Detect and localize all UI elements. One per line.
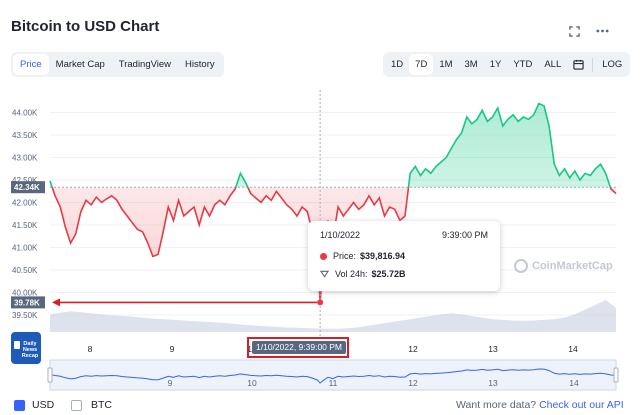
reference-price-tag (11, 181, 45, 194)
navigator-line (49, 368, 617, 384)
navigator-tick-label: 9 (168, 378, 173, 388)
price-line-above (49, 102, 612, 188)
tab-price[interactable]: Price (13, 54, 49, 75)
y-tick-label: 40.50K (12, 266, 38, 275)
navigator-tick-label: 10 (247, 378, 257, 388)
range-1y-button[interactable]: 1Y (489, 59, 502, 70)
hover-date-label: 1/10/2022, 9:39:00 PM (252, 341, 347, 354)
range-7d-button[interactable]: 7D (409, 54, 434, 75)
more-icon[interactable] (596, 29, 609, 33)
time-range-bar: 1D 7D 1M 3M 1Y YTD ALL LOG (383, 52, 631, 77)
y-tick-label: 43.50K (12, 131, 38, 140)
calendar-icon[interactable] (567, 56, 589, 74)
news-icon (14, 341, 20, 349)
tab-history[interactable]: History (185, 59, 215, 70)
y-axis-ticks: 44.00K 43.50K 43.00K 42.50K 42.00K 41.50K 41.0… (11, 109, 616, 320)
range-1m-button[interactable]: 1M (439, 59, 453, 70)
chart-tab-bar: Price Market Cap TradingView History (11, 52, 224, 77)
hover-date-highlight (247, 337, 349, 358)
y-tick-label: 42.50K (12, 176, 38, 185)
tooltip-vol-value: $25.72B (371, 269, 406, 279)
navigator-tick-label: 12 (408, 378, 418, 388)
x-tick-label: 12 (408, 344, 418, 354)
y-tick-label: 43.00K (12, 154, 38, 163)
btc-checkbox[interactable] (71, 400, 82, 411)
navigator-tick-label: 11 (329, 378, 338, 388)
expand-icon[interactable] (569, 26, 580, 37)
range-1d-button[interactable]: 1D (391, 59, 404, 70)
news-badge-line2: News (22, 347, 38, 353)
price-area-above (50, 103, 611, 188)
x-tick-label: 13 (488, 344, 498, 354)
y-tick-label: 42.00K (12, 199, 38, 208)
tooltip-vol-label: Vol 24h: (335, 269, 368, 279)
api-link[interactable]: Check out our API (539, 399, 624, 411)
navigator-right-handle (613, 367, 619, 383)
watermark-text: CoinMarketCap (532, 260, 613, 272)
price-tooltip: 1/10/2022 9:39:00 PM Price: $39,816.94 V… (308, 221, 500, 291)
price-dot-icon (320, 252, 327, 260)
news-badge-line3: Recap (21, 353, 39, 359)
range-3m-button[interactable]: 3M (464, 59, 478, 70)
coinmarketcap-logo-icon (514, 259, 528, 273)
y-tick-label: 44.00K (12, 109, 38, 118)
navigator-tick-label: 13 (488, 378, 498, 388)
y-tick-label: 41.00K (12, 244, 38, 253)
reference-price-label: 42.34K (14, 183, 40, 192)
cursor-price-label: 39.78K (14, 298, 40, 307)
cursor-price-tag (11, 296, 45, 309)
y-tick-label: 40.00K (12, 289, 38, 298)
tooltip-price-value: $39,816.94 (360, 251, 406, 261)
x-tick-label: 9 (170, 344, 175, 354)
coinmarketcap-watermark: CoinMarketCap (514, 259, 613, 273)
navigator-tick-label: 14 (569, 378, 579, 388)
btc-label[interactable]: BTC (91, 399, 112, 411)
volume-area-path (50, 300, 616, 332)
more-data-text: Want more data? Check out our API (456, 399, 624, 411)
volume-area (50, 300, 616, 332)
range-all-button[interactable]: ALL (544, 59, 562, 70)
hover-point (317, 299, 324, 306)
usd-checkbox[interactable] (14, 400, 25, 411)
volume-icon (320, 270, 329, 278)
navigator-left-handle (47, 367, 53, 383)
tab-tradingview[interactable]: TradingView (118, 59, 172, 70)
x-tick-label: 14 (568, 344, 578, 354)
y-tick-label: 41.50K (12, 221, 38, 230)
annotation-arrow-head (52, 298, 60, 307)
x-tick-label: 8 (88, 344, 93, 354)
daily-news-recap-badge[interactable]: Daily News Recap (11, 332, 41, 364)
tab-market-cap[interactable]: Market Cap (55, 59, 105, 70)
news-badge-line1: Daily (23, 341, 37, 347)
footer: USD BTC Want more data? Check out our AP… (0, 398, 640, 415)
range-ytd-button[interactable]: YTD (513, 59, 533, 70)
log-scale-button[interactable]: LOG (602, 59, 623, 70)
want-more-label: Want more data? (456, 399, 537, 411)
tooltip-price-label: Price: (333, 251, 357, 261)
range-divider (592, 57, 594, 72)
hover-annotations: 39.78K (11, 90, 324, 338)
tooltip-time: 9:39:00 PM (441, 230, 488, 240)
tooltip-date: 1/10/2022 (320, 230, 361, 240)
page-title: Bitcoin to USD Chart (11, 18, 160, 35)
range-navigator[interactable]: 9 10 11 12 13 14 (47, 359, 619, 391)
y-tick-label: 39.50K (12, 311, 38, 320)
usd-label[interactable]: USD (32, 399, 55, 411)
